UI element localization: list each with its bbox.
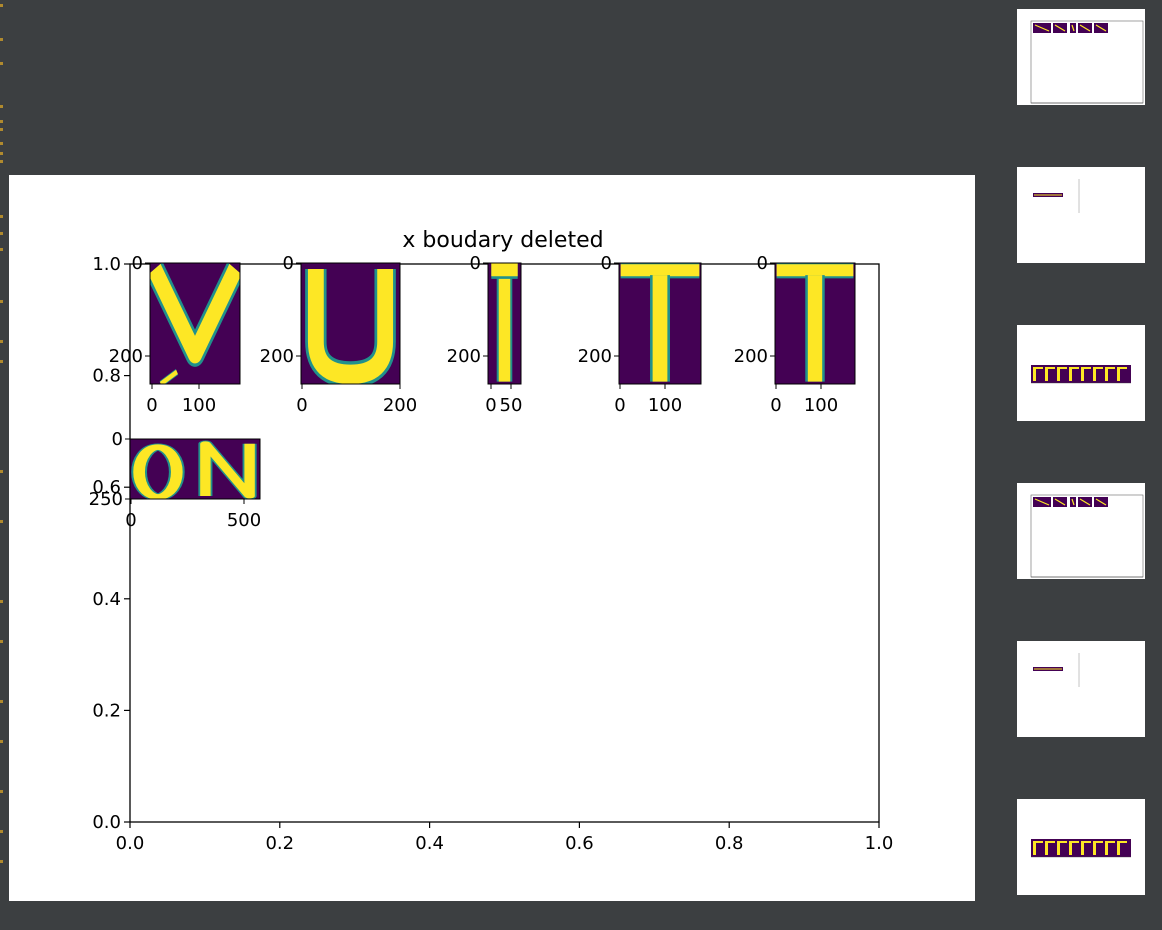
main-x-axis: 0.0 0.2 0.4 0.6 0.8 1.0 (116, 822, 894, 854)
subimage-x-tick-label: 500 (227, 510, 261, 531)
x-tick-label: 0.6 (565, 833, 594, 854)
subimage-x-tick-label: 0 (125, 510, 136, 531)
subimage-x-tick-label: 100 (648, 395, 682, 416)
subimage-y-tick-label: 0 (470, 253, 481, 274)
x-tick-label: 1.0 (865, 833, 894, 854)
plot-thumbnail-5[interactable] (1017, 641, 1145, 737)
subimage-y-tick-label: 0 (601, 253, 612, 274)
subimage-y-tick-label: 0 (757, 253, 768, 274)
subimage-t-3: 0 200 0 100 (578, 253, 702, 416)
x-tick-label: 0.4 (415, 833, 444, 854)
subimage-y-tick-label: 0 (112, 429, 123, 450)
figure-title: x boudary deleted (402, 228, 603, 253)
subimage-y-tick-label: 200 (578, 346, 612, 367)
subimage-y-tick-label: 200 (109, 346, 143, 367)
plot-thumbnail-3[interactable] (1017, 325, 1145, 421)
y-tick-label: 0.4 (92, 589, 121, 610)
image-frame (300, 262, 401, 385)
letter-stroke (133, 444, 183, 499)
x-tick-label: 0.2 (265, 833, 294, 854)
subimage-x-tick-label: 100 (182, 395, 216, 416)
image-frame (129, 438, 261, 500)
letter-stroke (150, 263, 240, 364)
subimage-y-tick-label: 250 (89, 489, 123, 510)
letter-stroke (307, 269, 394, 384)
subimage-y-tick-label: 200 (260, 346, 294, 367)
subimage-y-tick-label: 200 (734, 346, 768, 367)
plot-thumbnail-1[interactable] (1017, 9, 1145, 105)
letter-stroke (200, 441, 255, 499)
matplotlib-figure: x boudary deleted 0.0 0.2 0.4 0.6 0.8 1.0 0.0… (89, 228, 894, 854)
plot-thumbnail-6[interactable] (1017, 799, 1145, 895)
x-tick-label: 0.8 (715, 833, 744, 854)
plot-thumbnail-4[interactable] (1017, 483, 1145, 579)
left-edge-indicators (0, 0, 4, 930)
plot-thumbnail-2[interactable] (1017, 167, 1145, 263)
image-frame (487, 262, 522, 385)
y-tick-label: 0.2 (92, 700, 121, 721)
subimage-x-tick-label: 0 (614, 395, 625, 416)
subimage-t-4: 0 200 0 100 (734, 253, 856, 416)
subimage-y-tick-label: 0 (283, 253, 294, 274)
main-y-axis: 0.0 0.2 0.4 0.6 0.8 1.0 (92, 254, 130, 833)
subimage-x-tick-label: 0 (485, 395, 496, 416)
subimage-x-tick-label: 0 (146, 395, 157, 416)
y-tick-label: 0.0 (92, 812, 121, 833)
y-tick-label: 0.8 (92, 366, 121, 387)
subimage-x-tick-label: 0 (770, 395, 781, 416)
subimage-y-tick-label: 200 (447, 346, 481, 367)
image-frame (618, 262, 702, 385)
y-tick-label: 0.6 (92, 477, 121, 498)
x-tick-label: 0.0 (116, 833, 145, 854)
plot-viewer: x boudary deleted 0.0 0.2 0.4 0.6 0.8 1.0 0.0… (9, 175, 975, 901)
image-frame (774, 262, 856, 385)
subimage-y-tick-label: 0 (132, 253, 143, 274)
subimage-x-tick-label: 200 (383, 395, 417, 416)
subimage-x-tick-label: 50 (500, 395, 523, 416)
y-tick-label: 1.0 (92, 254, 121, 275)
subimage-u-1: 0 200 0 200 (260, 253, 418, 416)
subimage-x-tick-label: 0 (296, 395, 307, 416)
subimage-v-0: 0 200 0 100 (109, 253, 241, 416)
letter-stroke (159, 369, 178, 384)
image-frame (149, 262, 241, 385)
subimage-x-tick-label: 100 (804, 395, 838, 416)
